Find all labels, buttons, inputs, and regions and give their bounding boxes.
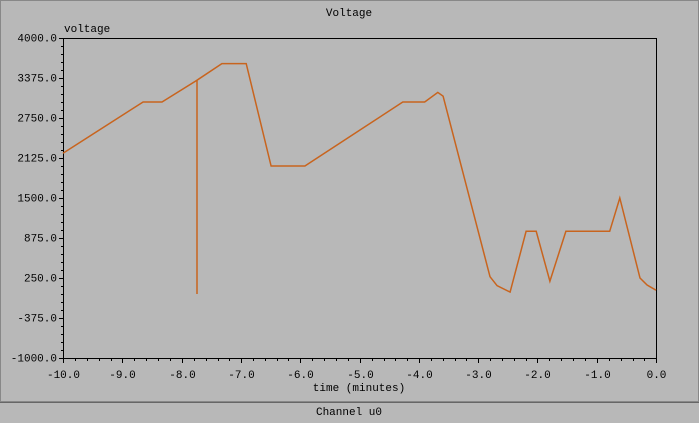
chart-title: Voltage xyxy=(326,8,372,20)
x-tick-label: -5.0 xyxy=(347,370,373,382)
x-tick-label: -10.0 xyxy=(47,370,80,382)
y-tick-label: 875.0 xyxy=(24,233,57,245)
y-tick-label: 1500.0 xyxy=(17,193,57,205)
x-tick-label: -8.0 xyxy=(169,370,195,382)
y-tick-label: 2750.0 xyxy=(17,113,57,125)
y-tick-label: 4000.0 xyxy=(17,33,57,45)
x-axis-label: time (minutes) xyxy=(313,383,405,395)
y-tick-label: -375.0 xyxy=(17,313,57,325)
x-tick-label: -3.0 xyxy=(465,370,491,382)
x-tick-label: -9.0 xyxy=(109,370,135,382)
x-tick-label: 0.0 xyxy=(647,370,667,382)
x-tick-label: -2.0 xyxy=(524,370,550,382)
x-tick-label: -1.0 xyxy=(584,370,610,382)
x-tick-label: -7.0 xyxy=(228,370,254,382)
x-tick-label: -6.0 xyxy=(287,370,313,382)
x-tick-label: -4.0 xyxy=(406,370,432,382)
y-tick-label: -1000.0 xyxy=(11,353,57,365)
data-line xyxy=(62,62,657,294)
y-axis-label: voltage xyxy=(64,24,110,36)
status-text: Channel u0 xyxy=(316,407,382,419)
y-tick-label: 2125.0 xyxy=(17,153,57,165)
y-tick-label: 250.0 xyxy=(24,273,57,285)
y-tick-label: 3375.0 xyxy=(17,73,57,85)
